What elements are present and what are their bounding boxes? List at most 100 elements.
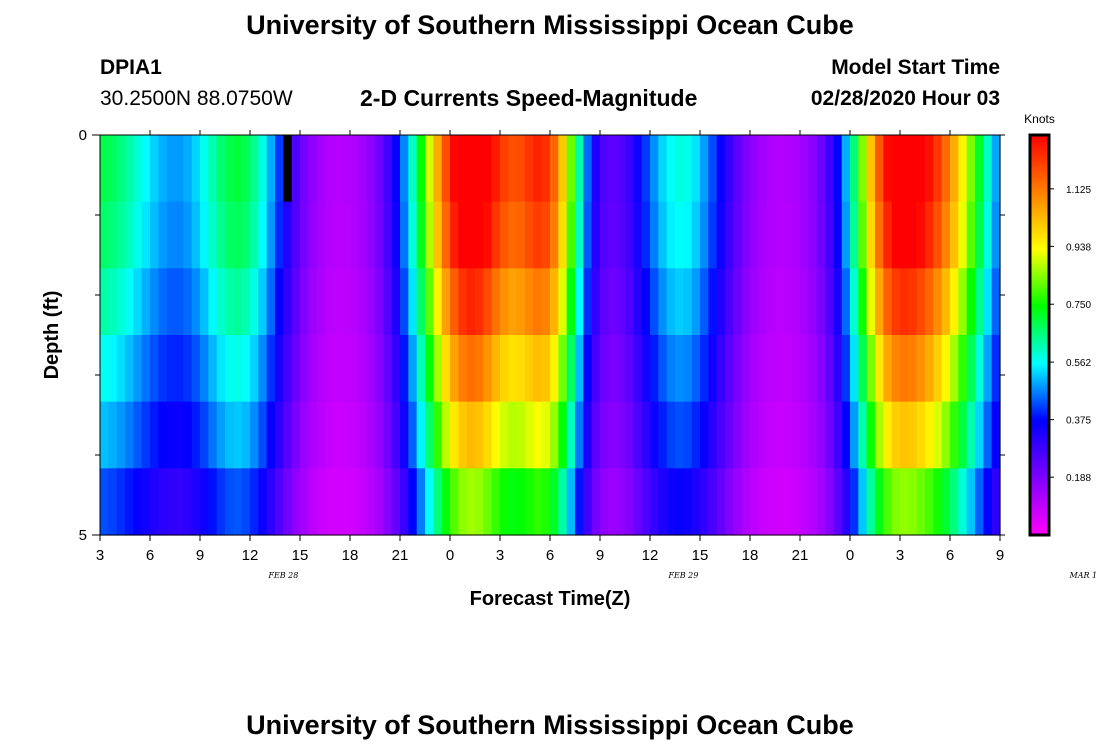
- heatmap-cell: [916, 401, 926, 469]
- heatmap-cell: [600, 268, 609, 336]
- heatmap-cell: [191, 335, 201, 403]
- heatmap-cells: [100, 135, 1001, 536]
- heatmap-cell: [358, 468, 368, 536]
- heatmap-cell: [550, 401, 559, 469]
- heatmap-cell: [283, 335, 293, 403]
- heatmap-cell: [175, 468, 184, 536]
- heatmap-cell: [508, 268, 518, 336]
- heatmap-cell: [633, 401, 643, 469]
- heatmap-cell: [658, 268, 668, 336]
- heatmap-cell: [325, 201, 334, 269]
- heatmap-cell: [383, 135, 393, 203]
- heatmap-cell: [450, 201, 459, 269]
- heatmap-cell: [275, 401, 284, 469]
- heatmap-cell: [125, 201, 134, 269]
- heatmap-cell: [875, 468, 884, 536]
- heatmap-cell: [308, 135, 318, 203]
- heatmap-cell: [466, 201, 476, 269]
- heatmap-cell: [258, 401, 268, 469]
- heatmap-cell: [966, 135, 976, 203]
- heatmap-cell: [966, 401, 976, 469]
- heatmap-cell: [950, 335, 959, 403]
- heatmap-cell: [208, 401, 218, 469]
- heatmap-cell: [458, 401, 468, 469]
- heatmap-cell: [558, 468, 568, 536]
- x-tick-label: 18: [742, 547, 759, 564]
- heatmap-cell: [600, 468, 609, 536]
- heatmap-cell: [675, 135, 684, 203]
- station-id: DPIA1: [100, 56, 162, 79]
- heatmap-cell: [675, 268, 684, 336]
- heatmap-cell: [908, 135, 918, 203]
- heatmap-cell: [591, 268, 601, 336]
- heatmap-cell: [433, 468, 443, 536]
- heatmap-cell: [858, 335, 868, 403]
- heatmap-cell: [908, 268, 918, 336]
- heatmap-cell: [791, 468, 801, 536]
- heatmap-cell: [291, 135, 301, 203]
- heatmap-cell: [825, 268, 834, 336]
- heatmap-cell: [291, 201, 301, 269]
- heatmap-cell: [933, 401, 943, 469]
- heatmap-cell: [175, 335, 184, 403]
- heatmap-cell: [541, 335, 551, 403]
- heatmap-cell: [208, 135, 218, 203]
- heatmap-cell: [100, 401, 109, 469]
- heatmap-cell: [808, 468, 818, 536]
- heatmap-cell: [466, 401, 476, 469]
- heatmap-cell: [558, 335, 568, 403]
- heatmap-cell: [691, 135, 701, 203]
- heatmap-cell: [450, 268, 459, 336]
- heatmap-cell: [175, 268, 184, 336]
- heatmap-cell: [241, 468, 251, 536]
- heatmap-cell: [666, 135, 676, 203]
- heatmap-cell: [683, 468, 693, 536]
- heatmap-cell: [191, 201, 201, 269]
- station-coordinates: 30.2500N 88.0750W: [100, 87, 293, 110]
- x-tick-label: 3: [96, 547, 104, 564]
- heatmap-cell: [950, 268, 959, 336]
- heatmap-cell: [241, 268, 251, 336]
- heatmap-cell: [233, 268, 243, 336]
- heatmap-cell: [683, 201, 693, 269]
- x-tick-label: 15: [292, 547, 309, 564]
- heatmap-cell: [875, 201, 884, 269]
- heatmap-cell: [983, 268, 993, 336]
- heatmap-cell: [658, 468, 668, 536]
- heatmap-cell: [683, 335, 693, 403]
- date-labels: FEB 28 FEB 29 MAR 1: [267, 571, 1097, 580]
- heatmap-cell: [700, 135, 709, 203]
- heatmap-cell: [666, 468, 676, 536]
- heatmap-cell: [941, 401, 951, 469]
- heatmap-cell: [691, 268, 701, 336]
- heatmap-cell: [308, 268, 318, 336]
- heatmap-cell: [891, 401, 901, 469]
- heatmap-cell: [708, 135, 718, 203]
- heatmap-cell: [491, 135, 501, 203]
- heatmap-cell: [516, 268, 526, 336]
- heatmap-cell: [633, 201, 643, 269]
- heatmap-cell: [441, 201, 451, 269]
- heatmap-cell: [600, 401, 609, 469]
- heatmap-cell: [500, 135, 509, 203]
- heatmap-cell: [283, 401, 293, 469]
- heatmap-cell: [900, 335, 909, 403]
- x-tick-label: 12: [242, 547, 259, 564]
- heatmap-cell: [266, 201, 276, 269]
- heatmap-cell: [116, 401, 126, 469]
- heatmap-cell: [816, 335, 826, 403]
- heatmap-cell: [316, 335, 326, 403]
- heatmap-cell: [925, 401, 934, 469]
- heatmap-cell: [358, 201, 368, 269]
- heatmap-cell: [925, 135, 934, 203]
- heatmap-cell: [450, 401, 459, 469]
- heatmap-cell: [350, 401, 359, 469]
- heatmap-cell: [800, 268, 809, 336]
- heatmap-cell: [475, 335, 484, 403]
- heatmap-cell: [916, 201, 926, 269]
- heatmap-cell: [408, 135, 418, 203]
- heatmap-cell: [833, 468, 843, 536]
- heatmap-cell: [150, 268, 159, 336]
- heatmap-cell: [775, 135, 784, 203]
- heatmap-cell: [333, 401, 343, 469]
